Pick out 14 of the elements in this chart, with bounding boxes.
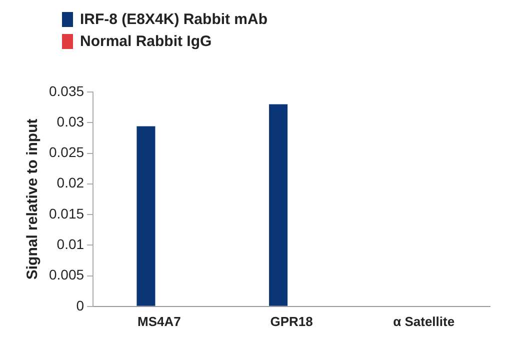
y-tick-label: 0.005 [48, 266, 84, 283]
y-tick-label: 0 [76, 297, 84, 314]
y-tick-label: 0.02 [56, 174, 84, 191]
y-tick-label: 0.035 [48, 82, 84, 99]
y-tick-label: 0.015 [48, 205, 84, 222]
legend-label: Normal Rabbit IgG [80, 32, 212, 50]
y-tick-label: 0.01 [56, 236, 84, 252]
y-tick-label: 0.03 [56, 113, 84, 130]
y-axis-title: Signal relative to input [24, 118, 42, 280]
legend-label: IRF-8 (E8X4K) Rabbit mAb [80, 10, 268, 28]
y-tick-label: 0.025 [48, 144, 84, 160]
x-tick-label: MS4A7 [138, 314, 181, 329]
x-tick-label: GPR18 [270, 314, 313, 329]
x-tick-label: α Satellite [393, 314, 455, 329]
